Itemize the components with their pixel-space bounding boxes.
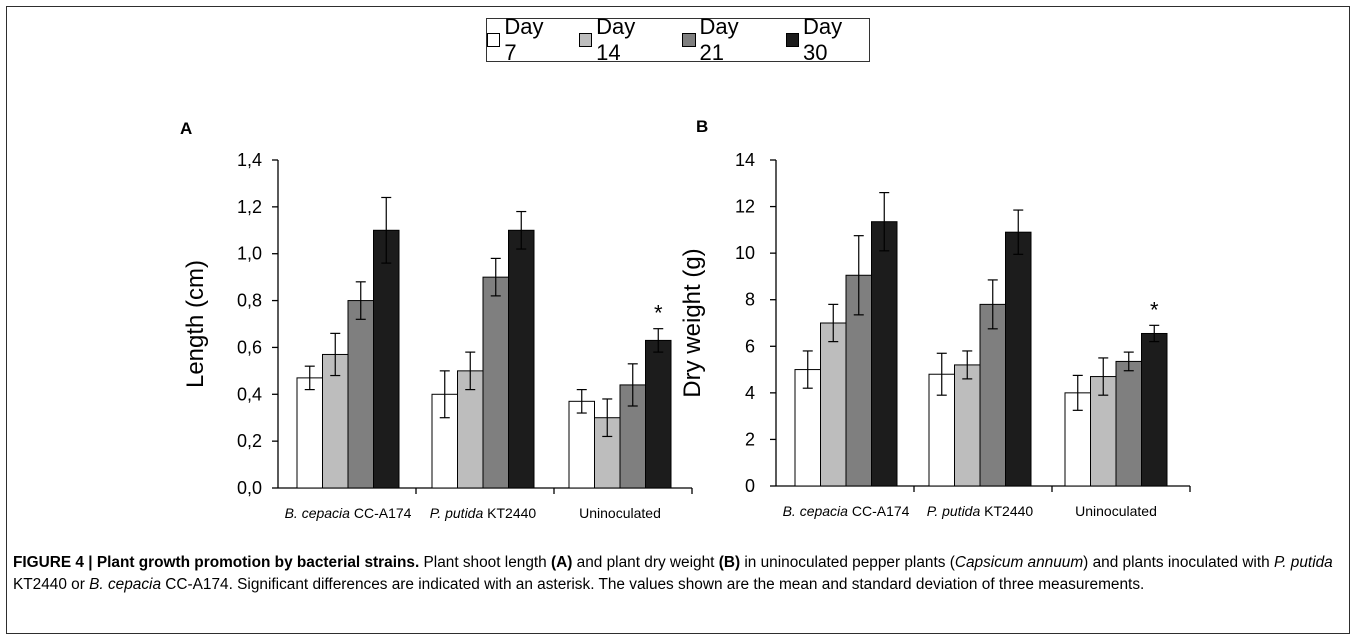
x-category-label: Uninoculated <box>1075 503 1157 519</box>
legend-item-day14: Day 14 <box>578 14 662 66</box>
y-tick-label: 0,8 <box>237 291 262 311</box>
chart-b-dry-weight: 0 2 4 6 8 10 12 14 Dry weight (g) B. cepacia CC-A… <box>679 150 1191 519</box>
charts-svg: 0,0 0,2 0,4 0,6 0,8 1,0 1,2 1,4 Length (cm) B. ce… <box>182 150 1191 521</box>
legend-label: Day 21 <box>699 14 739 65</box>
chart-legend: Day 7 Day 14 Day 21 Day 30 <box>486 14 870 65</box>
y-tick-label: 14 <box>735 150 755 170</box>
bar <box>296 377 323 489</box>
y-tick-label: 0,6 <box>237 337 262 357</box>
figure-frame <box>6 6 1350 634</box>
legend-swatch <box>682 33 696 47</box>
y-tick-label: 0,2 <box>237 431 262 451</box>
bar <box>645 339 672 489</box>
caption-ref-b: (B) <box>718 554 741 571</box>
y-axis-label: Length (cm) <box>182 260 209 388</box>
category-italic: B. cepacia <box>783 503 849 519</box>
significance-asterisk: * <box>654 301 663 326</box>
bar <box>871 221 898 487</box>
category-italic: P. putida <box>430 505 484 521</box>
legend-swatch <box>487 33 501 47</box>
caption-text: CC-A174. Significant differences are ind… <box>161 576 1145 593</box>
bar <box>373 229 400 489</box>
bar <box>1141 332 1168 487</box>
bar <box>508 229 535 489</box>
caption-text: and plant dry weight <box>572 554 719 571</box>
category-plain: Uninoculated <box>579 505 661 521</box>
legend-item-day30: Day 30 <box>785 14 869 66</box>
bar <box>482 276 509 489</box>
legend-label: Day 7 <box>504 14 544 65</box>
y-tick-label: 1,2 <box>237 197 262 217</box>
caption-strain: B. cepacia <box>89 576 162 593</box>
figure-caption: FIGURE 4 | Plant growth promotion by bac… <box>13 552 1343 596</box>
bar <box>820 322 847 487</box>
y-tick-label: 4 <box>745 383 755 403</box>
bar <box>568 400 595 489</box>
caption-text: Plant shoot length <box>419 554 552 571</box>
y-tick-label: 1,0 <box>237 244 262 264</box>
y-tick-label: 12 <box>735 197 755 217</box>
chart-a-length: 0,0 0,2 0,4 0,6 0,8 1,0 1,2 1,4 Length (cm) B. ce… <box>182 150 693 521</box>
caption-ref-a: (A) <box>551 554 573 571</box>
y-tick-label: 6 <box>745 336 755 356</box>
bar <box>794 369 821 487</box>
caption-figure-label: FIGURE 4 | Plant growth promotion by bac… <box>13 554 420 571</box>
y-tick-label: 10 <box>735 243 755 263</box>
category-plain: KT2440 <box>980 503 1033 519</box>
legend-label: Day 30 <box>802 14 843 65</box>
y-axis-label: Dry weight (g) <box>679 248 706 397</box>
x-category-label: P. putida KT2440 <box>927 503 1034 519</box>
caption-text: KT2440 or <box>13 576 90 593</box>
panel-label-a: A <box>180 119 193 138</box>
y-tick-label: 8 <box>745 290 755 310</box>
category-italic: B. cepacia <box>285 505 351 521</box>
category-plain: KT2440 <box>483 505 536 521</box>
y-tick-label: 0 <box>745 476 755 496</box>
y-tick-label: 1,4 <box>237 150 262 170</box>
caption-text: in uninoculated pepper plants ( <box>740 554 955 571</box>
category-plain: CC-A174 <box>350 505 412 521</box>
panel-label-b: B <box>696 117 709 136</box>
legend-item-day7: Day 7 <box>487 14 559 66</box>
x-category-label: B. cepacia CC-A174 <box>285 505 412 521</box>
bar <box>954 364 981 487</box>
y-tick-label: 0,0 <box>237 478 262 498</box>
bar <box>1115 360 1142 487</box>
category-italic: P. putida <box>927 503 981 519</box>
bar <box>979 303 1006 487</box>
category-plain: CC-A174 <box>848 503 910 519</box>
x-category-label: B. cepacia CC-A174 <box>783 503 910 519</box>
caption-species: Capsicum annuum <box>954 554 1084 571</box>
bar <box>1005 231 1032 487</box>
bar <box>457 370 484 489</box>
y-tick-label: 0,4 <box>237 384 262 404</box>
significance-asterisk: * <box>1150 297 1159 322</box>
legend-swatch <box>785 33 799 47</box>
caption-text: ) and plants inoculated with <box>1083 554 1274 571</box>
legend-swatch <box>578 33 593 47</box>
category-plain: Uninoculated <box>1075 503 1157 519</box>
legend-item-day21: Day 21 <box>682 14 765 66</box>
x-category-label: P. putida KT2440 <box>430 505 537 521</box>
legend-label: Day 14 <box>596 14 636 65</box>
bar <box>347 300 374 489</box>
x-category-label: Uninoculated <box>579 505 661 521</box>
y-tick-label: 2 <box>745 429 755 449</box>
caption-strain: P. putida <box>1273 554 1333 571</box>
